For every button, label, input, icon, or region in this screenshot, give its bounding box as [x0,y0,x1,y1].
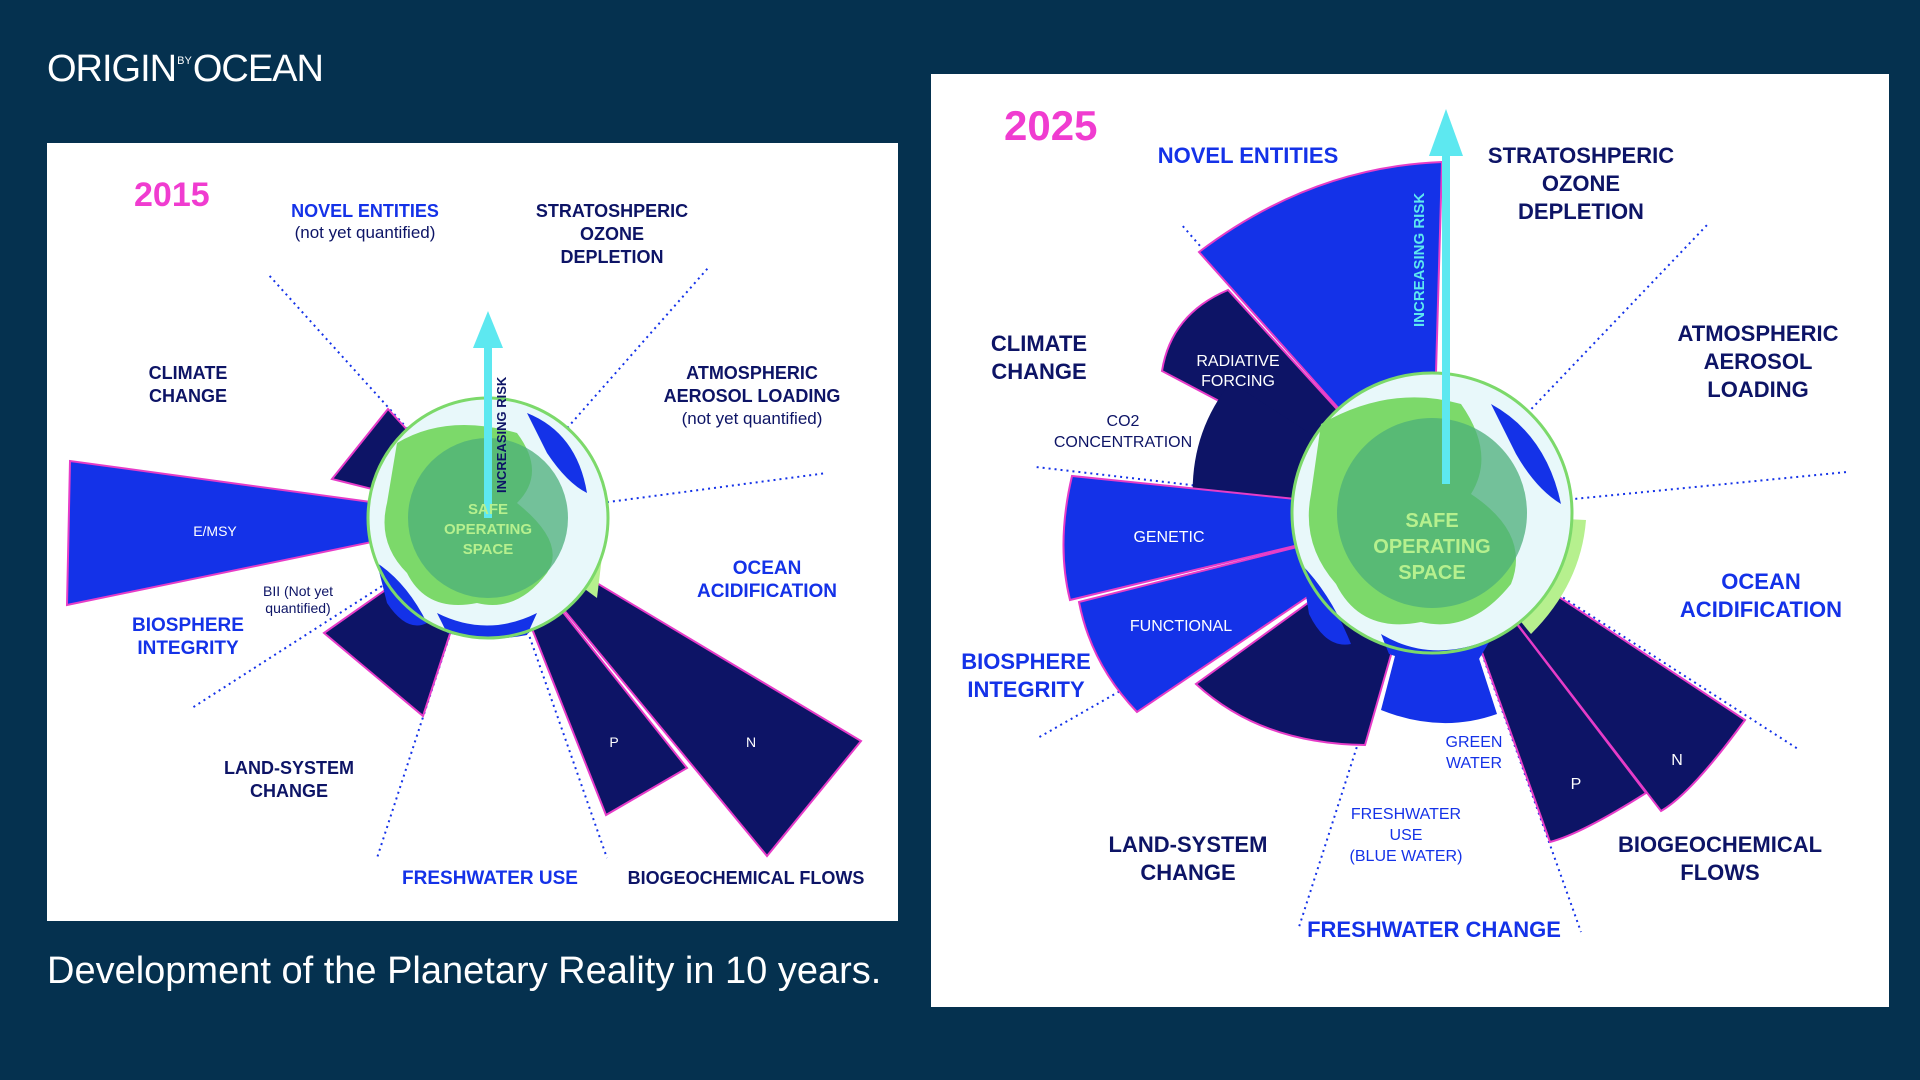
label-aerosol-1: ATMOSPHERIC [686,363,818,383]
label-novel-entities: NOVEL ENTITIES [291,201,439,221]
label-radiative-2: FORCING [1201,373,1275,390]
label-climate-1: CLIMATE [991,331,1087,356]
label-ozone-3: DEPLETION [1518,199,1644,224]
globe [1290,371,1574,663]
label-climate-1: CLIMATE [149,363,228,383]
label-ozone-3: DEPLETION [560,247,663,267]
label-aerosol-3: LOADING [1707,377,1808,402]
diagram-2015-panel: 2015 INCREASING RISK SAFE OPERATING SPAC… [47,143,898,921]
label-ozone-2: OZONE [1542,171,1620,196]
label-freshwater: FRESHWATER USE [402,868,578,889]
label-novel-entities: NOVEL ENTITIES [1158,143,1339,168]
label-climate-2: CHANGE [991,359,1086,384]
safe-space-line3: SPACE [463,541,514,558]
year-label: 2025 [1004,102,1097,149]
safe-space-line2: OPERATING [444,521,532,538]
label-biosphere-2: INTEGRITY [137,638,239,659]
label-n: N [1671,752,1683,769]
year-label: 2015 [134,176,210,214]
increasing-risk-arrow [473,311,503,518]
label-ocean-1: OCEAN [1721,569,1800,594]
label-freshwater-change: FRESHWATER CHANGE [1307,917,1561,942]
label-aerosol-2: AEROSOL [1704,349,1813,374]
label-radiative-1: RADIATIVE [1196,353,1279,370]
label-land-2: CHANGE [1140,860,1235,885]
label-blue-water-3: (BLUE WATER) [1350,848,1463,865]
logo-sup: BY [177,55,192,67]
wedge-n [487,517,863,858]
logo-right: OCEAN [192,48,324,90]
label-climate-2: CHANGE [149,386,227,406]
label-biosphere-1: BIOSPHERE [961,649,1091,674]
arrow-label: INCREASING RISK [494,376,509,493]
label-functional: FUNCTIONAL [1130,618,1232,635]
diagram-2025-panel: 2025 INCREASING RISK SAFE OPERATING SPAC… [931,74,1889,1007]
label-aerosol-2: AEROSOL LOADING [664,386,841,406]
label-co2-2: CONCENTRATION [1054,434,1192,451]
label-aerosol-1: ATMOSPHERIC [1678,321,1839,346]
label-ozone-2: OZONE [580,224,644,244]
label-ocean-2: ACIDIFICATION [1680,597,1842,622]
label-bii-2: quantified) [265,600,330,616]
diagram-2015: 2015 INCREASING RISK SAFE OPERATING SPAC… [65,176,865,889]
diagram-2025: 2025 INCREASING RISK SAFE OPERATING SPAC… [961,102,1848,942]
label-ocean-1: OCEAN [733,558,802,579]
label-biogeo-2: FLOWS [1680,860,1759,885]
safe-space-line1: SAFE [468,501,508,518]
label-emsy: E/MSY [193,523,237,539]
origin-by-ocean-logo: ORIGINBYOCEAN [47,48,324,90]
label-novel-entities-note: (not yet quantified) [295,223,436,242]
safe-space-line1: SAFE [1405,510,1458,532]
label-p: P [609,734,618,750]
label-aerosol-note: (not yet quantified) [682,409,823,428]
wedge-emsy [65,459,489,607]
label-ozone-1: STRATOSHPERIC [536,201,688,221]
increasing-risk-arrow [1429,109,1463,484]
label-land-2: CHANGE [250,781,328,801]
caption: Development of the Planetary Reality in … [47,950,882,992]
label-ocean-2: ACIDIFICATION [697,581,837,602]
label-blue-water-1: FRESHWATER [1351,806,1461,823]
label-green-water-2: WATER [1446,755,1502,772]
safe-space-line2: OPERATING [1373,536,1490,558]
label-co2-1: CO2 [1107,413,1140,430]
label-biogeo-1: BIOGEOCHEMICAL [1618,832,1822,857]
label-land-1: LAND-SYSTEM [1109,832,1268,857]
label-genetic: GENETIC [1133,529,1204,546]
label-biogeo: BIOGEOCHEMICAL FLOWS [628,868,865,888]
label-bii-1: BII (Not yet [263,583,333,599]
safe-space-line3: SPACE [1398,562,1465,584]
label-green-water-1: GREEN [1446,734,1503,751]
label-n: N [746,734,756,750]
label-biosphere-2: INTEGRITY [967,677,1085,702]
logo-left: ORIGIN [47,48,177,90]
label-land-1: LAND-SYSTEM [224,758,354,778]
label-biosphere-1: BIOSPHERE [132,615,244,636]
label-blue-water-2: USE [1390,827,1423,844]
label-p: P [1571,776,1582,793]
arrow-label: INCREASING RISK [1411,193,1428,327]
label-ozone-1: STRATOSHPERIC [1488,143,1674,168]
